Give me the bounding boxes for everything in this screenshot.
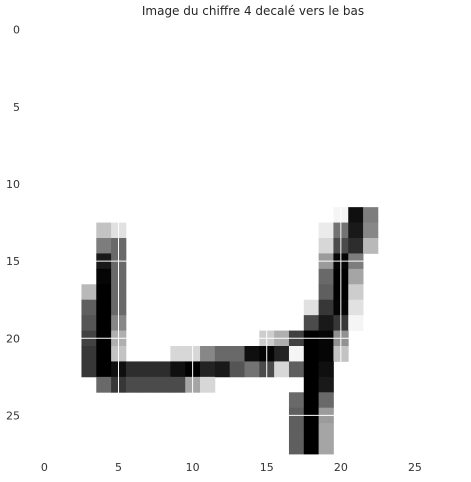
pixel-cell-r12-c21 <box>348 207 363 223</box>
x-tick-label-10: 10 <box>186 461 200 474</box>
x-tick-label-0: 0 <box>41 461 48 474</box>
x-axis-ticks: 0 5 10 15 20 25 <box>41 461 422 474</box>
pixel-cell-r21-c13 <box>230 346 245 362</box>
pixel-cell-r21-c19 <box>319 346 334 362</box>
chart-title: Image du chiffre 4 decalé vers le bas <box>142 4 364 18</box>
pixel-cell-r22-c17 <box>289 361 304 377</box>
pixel-cell-r22-c9 <box>170 361 185 377</box>
y-tick-label-15: 15 <box>6 255 20 268</box>
pixel-cell-r17-c3 <box>81 284 96 300</box>
pixel-cell-r19-c4 <box>96 315 111 331</box>
pixel-cell-r21-c11 <box>200 346 215 362</box>
pixel-cell-r16-c19 <box>319 269 334 285</box>
pixel-cell-r18-c18 <box>304 300 319 316</box>
y-axis-ticks: 0 5 10 15 20 25 <box>6 24 20 423</box>
x-tick-label-20: 20 <box>334 461 348 474</box>
pixel-cell-r26-c19 <box>319 423 334 439</box>
pixel-cell-r14-c4 <box>96 238 111 254</box>
pixel-cell-r21-c14 <box>245 346 260 362</box>
pixel-cell-r13-c22 <box>363 223 378 239</box>
pixel-cell-r22-c6 <box>126 361 141 377</box>
pixel-cell-r22-c7 <box>141 361 156 377</box>
pixel-cell-r22-c8 <box>156 361 171 377</box>
pixel-cell-r24-c17 <box>289 392 304 408</box>
pixel-cell-r21-c3 <box>81 346 96 362</box>
pixel-cell-r13-c21 <box>348 223 363 239</box>
pixel-cell-r23-c19 <box>319 377 334 393</box>
pixel-cell-r27-c19 <box>319 439 334 455</box>
pixel-cell-r19-c3 <box>81 315 96 331</box>
pixel-cell-r16-c21 <box>348 269 363 285</box>
pixel-cell-r12-c22 <box>363 207 378 223</box>
y-tick-label-10: 10 <box>6 178 20 191</box>
pixel-cell-r18-c19 <box>319 300 334 316</box>
pixel-cell-r23-c4 <box>96 377 111 393</box>
pixel-cell-r17-c4 <box>96 284 111 300</box>
pixel-cell-r16-c4 <box>96 269 111 285</box>
pixel-cell-r19-c19 <box>319 315 334 331</box>
pixel-cell-r21-c18 <box>304 346 319 362</box>
pixel-cell-r22-c14 <box>245 361 260 377</box>
x-tick-label-25: 25 <box>408 461 422 474</box>
pixel-cell-r22-c11 <box>200 361 215 377</box>
pixel-cell-r23-c8 <box>156 377 171 393</box>
pixel-cell-r14-c19 <box>319 238 334 254</box>
pixel-cell-r21-c12 <box>215 346 230 362</box>
pixel-cell-r22-c19 <box>319 361 334 377</box>
pixel-cell-r23-c9 <box>170 377 185 393</box>
pixel-cell-r13-c19 <box>319 223 334 239</box>
x-tick-label-5: 5 <box>115 461 122 474</box>
pixel-cell-r21-c16 <box>274 346 289 362</box>
pixel-cell-r27-c18 <box>304 439 319 455</box>
pixel-cell-r24-c19 <box>319 392 334 408</box>
pixel-cell-r19-c18 <box>304 315 319 331</box>
pixel-cell-r27-c17 <box>289 439 304 455</box>
pixel-cell-r18-c3 <box>81 300 96 316</box>
x-tick-label-15: 15 <box>260 461 274 474</box>
pixel-cell-r24-c18 <box>304 392 319 408</box>
plot-area <box>37 22 452 454</box>
pixel-cell-r13-c4 <box>96 223 111 239</box>
pixel-cell-r23-c11 <box>200 377 215 393</box>
y-tick-label-20: 20 <box>6 332 20 345</box>
pixel-cell-r21-c4 <box>96 346 111 362</box>
pixel-cell-r22-c12 <box>215 361 230 377</box>
pixel-cell-r22-c4 <box>96 361 111 377</box>
pixel-cell-r17-c19 <box>319 284 334 300</box>
pixel-cell-r21-c17 <box>289 346 304 362</box>
y-tick-label-0: 0 <box>13 24 20 37</box>
pixel-cell-r22-c16 <box>274 361 289 377</box>
pixel-cell-r22-c13 <box>230 361 245 377</box>
y-tick-label-5: 5 <box>13 101 20 114</box>
pixel-cell-r18-c4 <box>96 300 111 316</box>
pixel-cell-r22-c18 <box>304 361 319 377</box>
pixel-cell-r21-c9 <box>170 346 185 362</box>
pixel-cell-r26-c17 <box>289 423 304 439</box>
pixel-cell-r23-c18 <box>304 377 319 393</box>
pixel-cell-r17-c21 <box>348 284 363 300</box>
pixel-cell-r18-c21 <box>348 300 363 316</box>
pixel-cell-r19-c21 <box>348 315 363 331</box>
y-tick-label-25: 25 <box>6 409 20 422</box>
pixel-cell-r26-c18 <box>304 423 319 439</box>
pixel-cell-r22-c3 <box>81 361 96 377</box>
pixel-cell-r14-c22 <box>363 238 378 254</box>
pixel-cell-r23-c7 <box>141 377 156 393</box>
pixel-cell-r23-c6 <box>126 377 141 393</box>
pixel-cell-r14-c21 <box>348 238 363 254</box>
